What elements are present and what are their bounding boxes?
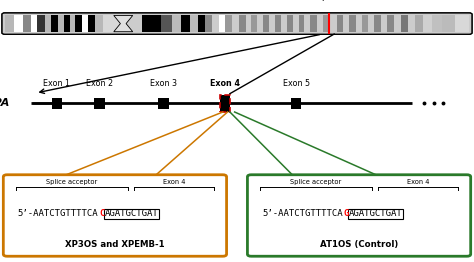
Bar — [198, 15, 205, 32]
Text: 9q22.3: 9q22.3 — [314, 0, 345, 1]
Bar — [432, 15, 442, 32]
Bar — [82, 15, 88, 32]
Bar — [381, 15, 387, 32]
Bar — [423, 15, 432, 32]
Bar — [329, 15, 337, 32]
Text: Exon 4: Exon 4 — [407, 179, 429, 185]
Bar — [52, 97, 62, 110]
Bar — [70, 15, 75, 32]
Bar — [349, 15, 356, 32]
Text: Exon 1: Exon 1 — [44, 79, 70, 89]
Bar — [442, 15, 455, 32]
Bar — [323, 15, 329, 32]
Bar — [219, 15, 225, 32]
Bar — [257, 15, 263, 32]
Bar — [263, 15, 269, 32]
Text: Splice acceptor: Splice acceptor — [290, 179, 342, 185]
Bar — [317, 15, 323, 32]
Bar — [239, 15, 246, 32]
Bar — [374, 15, 381, 32]
Bar — [348, 209, 403, 219]
Bar — [415, 15, 423, 32]
Bar — [51, 15, 58, 32]
Polygon shape — [114, 15, 133, 32]
Bar — [408, 15, 415, 32]
Text: Exon 3: Exon 3 — [150, 79, 177, 89]
Bar — [293, 15, 299, 32]
Text: 5’-AATCTGTTTTCA: 5’-AATCTGTTTTCA — [262, 209, 343, 219]
Bar — [142, 15, 161, 32]
Bar — [205, 15, 212, 32]
Bar — [104, 209, 159, 219]
Bar — [88, 15, 95, 32]
Bar — [37, 15, 45, 32]
Text: Splice acceptor: Splice acceptor — [46, 179, 98, 185]
Bar — [246, 15, 251, 32]
Bar — [158, 97, 169, 110]
Bar — [356, 15, 362, 32]
Bar — [23, 15, 31, 32]
Bar — [281, 15, 287, 32]
Bar — [31, 15, 37, 32]
Text: AGATGCTGAT: AGATGCTGAT — [105, 209, 158, 219]
Bar — [58, 15, 64, 32]
Bar — [251, 15, 257, 32]
Text: Exon 2: Exon 2 — [86, 79, 113, 89]
Bar — [225, 15, 232, 32]
Bar — [310, 15, 317, 32]
FancyBboxPatch shape — [247, 175, 471, 256]
Text: XP3OS and XPEMB-1: XP3OS and XPEMB-1 — [65, 240, 165, 249]
Bar — [161, 15, 172, 32]
Bar — [401, 15, 408, 32]
Bar — [299, 15, 304, 32]
Bar — [190, 15, 198, 32]
Bar — [343, 15, 349, 32]
Bar — [212, 15, 219, 32]
Bar — [304, 15, 310, 32]
Bar — [172, 15, 181, 32]
Text: AT1OS (Control): AT1OS (Control) — [320, 240, 398, 249]
Bar — [362, 15, 368, 32]
Bar — [291, 97, 301, 110]
Text: G: G — [343, 209, 349, 219]
Text: XPA: XPA — [0, 99, 9, 108]
Bar — [75, 15, 82, 32]
Bar — [14, 15, 23, 32]
Bar — [115, 15, 123, 32]
Bar — [64, 15, 70, 32]
Text: Exon 4: Exon 4 — [163, 179, 185, 185]
Bar — [368, 15, 374, 32]
Text: AGATGCTGAT: AGATGCTGAT — [349, 209, 402, 219]
Text: Exon 4: Exon 4 — [210, 79, 240, 89]
Bar — [45, 15, 51, 32]
Bar — [275, 15, 281, 32]
Bar — [269, 15, 275, 32]
Bar — [337, 15, 343, 32]
Bar — [95, 15, 103, 32]
Text: C: C — [99, 209, 105, 219]
Text: Exon 5: Exon 5 — [283, 79, 310, 89]
Bar — [232, 15, 239, 32]
FancyBboxPatch shape — [3, 175, 227, 256]
Bar — [220, 95, 230, 112]
FancyBboxPatch shape — [2, 13, 472, 34]
Bar — [103, 15, 115, 32]
Bar — [455, 15, 469, 32]
Bar — [287, 15, 293, 32]
Bar — [5, 15, 14, 32]
Text: 5’-AATCTGTTTTCA: 5’-AATCTGTTTTCA — [18, 209, 99, 219]
Bar — [181, 15, 190, 32]
Bar — [387, 15, 394, 32]
Bar — [94, 97, 105, 110]
Bar — [394, 15, 401, 32]
